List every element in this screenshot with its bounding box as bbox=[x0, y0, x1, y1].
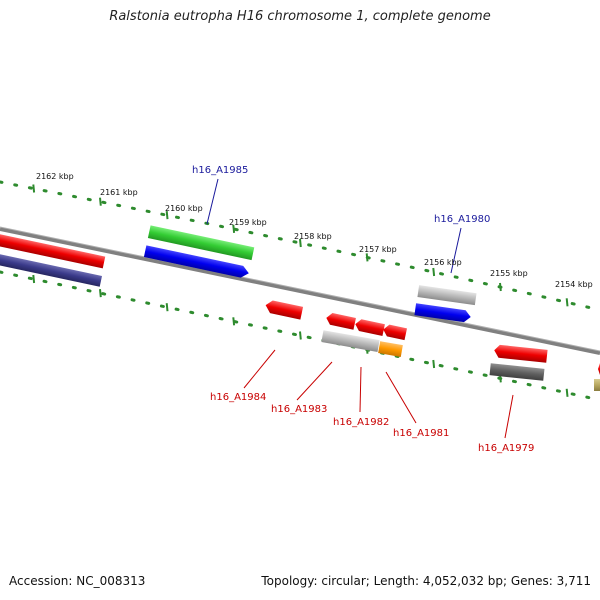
gene-left-red[interactable] bbox=[0, 232, 106, 269]
gene-right-olive-partial[interactable] bbox=[594, 379, 600, 391]
inner-ruler-tick bbox=[99, 289, 102, 298]
ruler-label-2159: 2159 kbp bbox=[229, 218, 267, 227]
inner-ruler-tick bbox=[165, 303, 169, 312]
ruler-label-2158: 2158 kbp bbox=[294, 232, 332, 241]
outer-ruler-ticks bbox=[32, 184, 569, 307]
genome-backbone bbox=[0, 227, 600, 355]
ruler-label-2160: 2160 kbp bbox=[165, 204, 203, 213]
gene-label-h16-a1982[interactable]: h16_A1982 bbox=[333, 417, 389, 428]
inner-ruler-tick bbox=[432, 359, 436, 369]
ruler-label-2155: 2155 kbp bbox=[490, 269, 528, 278]
outer-ruler-tick bbox=[365, 253, 369, 262]
gene-h16-a1980-silver[interactable] bbox=[417, 285, 477, 306]
gene-label-h16-a1983[interactable]: h16_A1983 bbox=[271, 404, 327, 415]
gene-label-h16-a1985[interactable]: h16_A1985 bbox=[192, 165, 248, 176]
gene-label-h16-a1981[interactable]: h16_A1981 bbox=[393, 428, 449, 439]
outer-ruler-dots bbox=[0, 180, 600, 312]
outer-ruler-tick bbox=[165, 211, 169, 220]
gene-h16-a1983-silver[interactable] bbox=[321, 330, 380, 352]
gene-h16-a1984-red[interactable] bbox=[264, 299, 304, 320]
outer-ruler-tick bbox=[99, 197, 102, 206]
inner-ruler-tick bbox=[232, 317, 236, 326]
inner-ruler-dots bbox=[0, 270, 600, 402]
gene-label-h16-a1979[interactable]: h16_A1979 bbox=[478, 443, 534, 454]
ruler-label-2156: 2156 kbp bbox=[424, 258, 462, 267]
gene-left-navy[interactable] bbox=[0, 252, 103, 287]
map-title: Ralstonia eutropha H16 chromosome 1, com… bbox=[109, 9, 491, 24]
gene-label-h16-a1984[interactable]: h16_A1984 bbox=[210, 392, 266, 403]
genome-backbone-highlight bbox=[0, 226, 600, 352]
outer-ruler-tick bbox=[32, 184, 36, 193]
accession-text: Accession: NC_008313 bbox=[9, 574, 146, 588]
leader-line-h16-a1979 bbox=[504, 394, 514, 439]
leader-line-h16-a1983 bbox=[296, 361, 333, 401]
gene-h16-a1979-gray[interactable] bbox=[489, 363, 545, 381]
inner-ruler-ticks bbox=[32, 274, 569, 397]
outer-ruler-tick bbox=[232, 224, 236, 233]
leader-line-h16-a1981 bbox=[385, 371, 417, 424]
ruler-label-2161: 2161 kbp bbox=[100, 188, 138, 197]
gene-h16-a1979-red[interactable] bbox=[494, 344, 548, 363]
gene-h16-a1980-blue[interactable] bbox=[414, 303, 471, 323]
ruler-label-2162: 2162 kbp bbox=[36, 172, 74, 181]
outer-ruler-tick bbox=[432, 267, 436, 277]
gene-h16-a1985-green[interactable] bbox=[147, 225, 255, 261]
inner-ruler-tick bbox=[32, 274, 36, 284]
leader-line-h16-a1982 bbox=[359, 366, 362, 413]
inner-ruler-tick bbox=[565, 388, 569, 397]
leader-line-h16-a1984 bbox=[243, 349, 276, 389]
outer-ruler-tick bbox=[499, 282, 502, 292]
leader-line-h16-a1980 bbox=[450, 227, 462, 274]
gene-h16-a1981-orange[interactable] bbox=[378, 341, 403, 357]
ruler-label-2154: 2154 kbp bbox=[555, 280, 593, 289]
leader-line-h16-a1985 bbox=[206, 178, 219, 225]
inner-ruler-tick bbox=[299, 331, 302, 340]
ruler-label-2157: 2157 kbp bbox=[359, 245, 397, 254]
outer-ruler-tick bbox=[299, 238, 302, 248]
gene-h16-a1981-red[interactable] bbox=[382, 324, 408, 341]
gene-h16-a1983-red[interactable] bbox=[325, 312, 356, 330]
genome-summary-text: Topology: circular; Length: 4,052,032 bp… bbox=[261, 574, 591, 588]
outer-ruler-tick bbox=[565, 298, 569, 307]
gene-h16-a1985-blue[interactable] bbox=[143, 245, 250, 279]
gene-h16-a1982-red[interactable] bbox=[354, 318, 385, 336]
gene-label-h16-a1980[interactable]: h16_A1980 bbox=[434, 214, 490, 225]
